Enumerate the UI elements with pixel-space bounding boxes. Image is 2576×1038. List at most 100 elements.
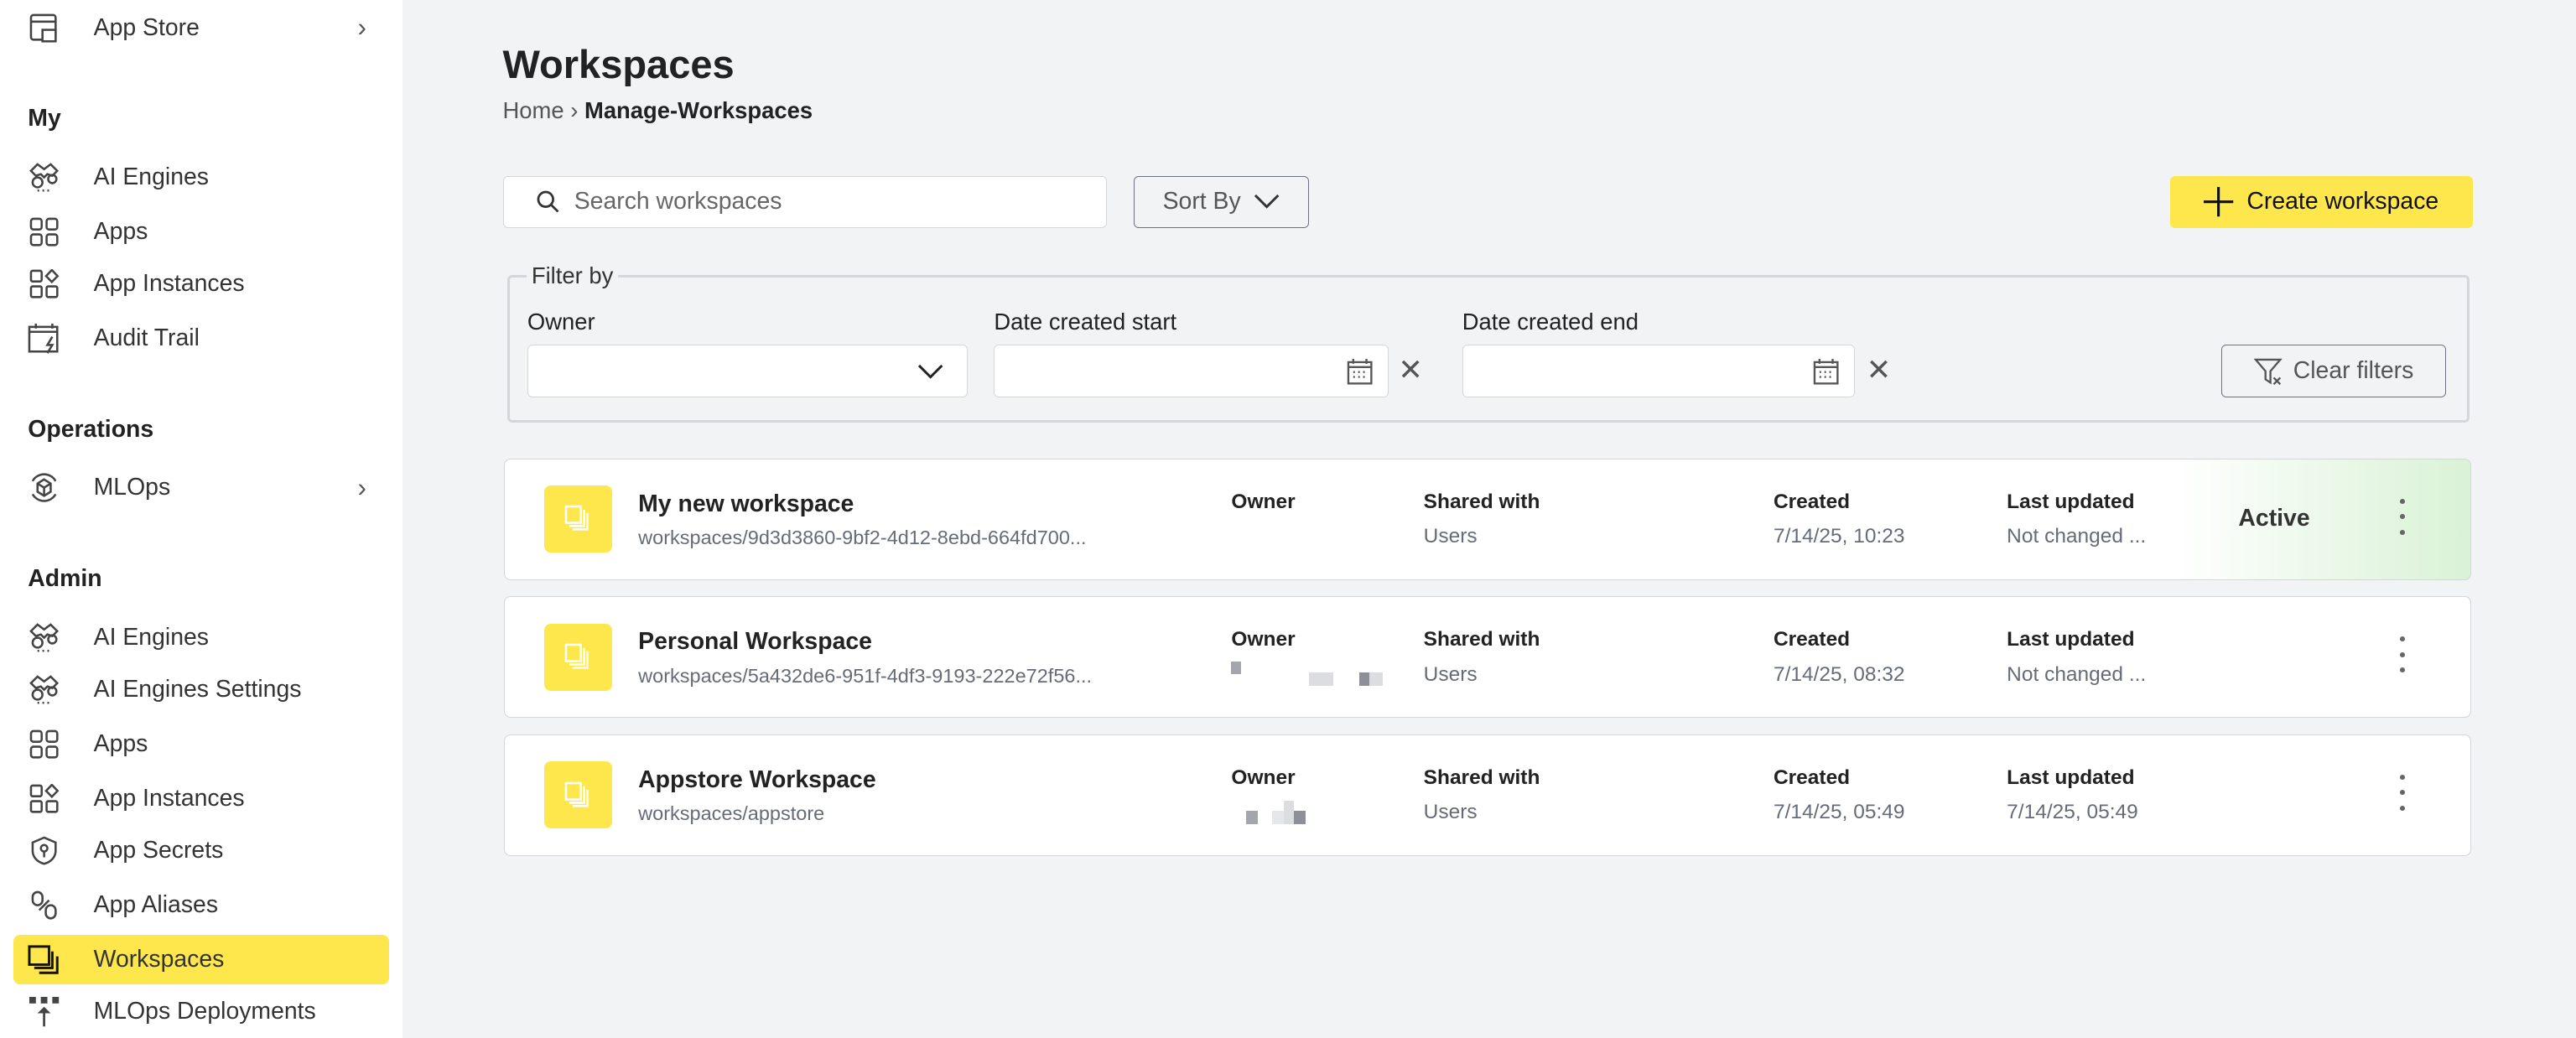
owner-label: Owner [527,309,595,335]
created-value: 7/14/25, 05:49 [1773,801,1905,824]
sidebar-item-mlops-deployments[interactable]: MLOps Deployments [13,987,390,1036]
search-input[interactable]: Search workspaces [502,175,1108,229]
sidebar-item-label: App Secrets [93,837,224,864]
sidebar-item-apps[interactable]: Apps [13,207,390,257]
plus-icon [2204,187,2234,217]
more-options-icon[interactable] [2395,774,2412,817]
sidebar-item-app-store[interactable]: App Store › [13,3,390,53]
chevron-right-icon: › [570,96,584,123]
workspace-name[interactable]: Personal Workspace [638,628,872,656]
workspace-name[interactable]: Appstore Workspace [638,766,876,793]
create-label: Create workspace [2246,188,2439,215]
clear-start-date-icon[interactable]: ✕ [1398,354,1423,387]
sidebar-item-workspaces[interactable]: Workspaces [13,934,390,984]
sidebar-item-app-secrets[interactable]: App Secrets [13,826,390,875]
clear-end-date-icon[interactable]: ✕ [1866,354,1892,387]
owner-select[interactable] [527,345,968,398]
more-options-icon[interactable] [2395,498,2412,542]
sidebar-item-app-aliases[interactable]: App Aliases [13,880,390,930]
sidebar-item-label: App Store [93,13,200,41]
sidebar-item-label: AI Engines [93,163,209,191]
sidebar-item-mlops[interactable]: MLOps › [13,463,390,512]
owner-avatar-redacted [1272,810,1286,824]
chevron-down-icon [1254,194,1280,210]
created-header: Created [1773,628,1851,651]
breadcrumb-home[interactable]: Home [502,96,564,123]
sidebar-section-heading: My [28,105,61,132]
sidebar-item-app-instances[interactable]: App Instances [13,260,390,309]
sidebar-item-label: App Aliases [93,891,219,918]
apps-grid-icon [26,726,62,762]
calendar-icon[interactable] [1347,359,1373,385]
create-workspace-button[interactable]: Create workspace [2170,175,2473,229]
sidebar-item-app-instances[interactable]: App Instances [13,774,390,823]
owner-avatar-redacted [1359,672,1369,686]
sidebar-item-audit-trail[interactable]: Audit Trail [13,314,390,363]
owner-avatar-redacted [1284,801,1294,824]
filter-clear-icon [2253,356,2283,386]
date-end-input[interactable] [1462,345,1855,398]
date-start-label: Date created start [994,309,1177,335]
last-updated-value: Not changed ... [2007,524,2147,548]
last-updated-value: 7/14/25, 05:49 [2007,801,2138,824]
workspace-icon [544,623,612,691]
search-icon [537,190,559,213]
owner-avatar-redacted [1308,672,1333,686]
owner-avatar-redacted [1246,810,1258,824]
search-placeholder: Search workspaces [574,188,782,215]
sidebar: App Store › My AI Engines Apps App Instance… [0,0,402,1038]
owner-header: Owner [1231,766,1296,789]
chevron-down-icon [917,364,943,381]
shared-with-value: Users [1423,662,1478,686]
sidebar-item-label: App Instances [93,784,245,812]
shared-with-value: Users [1423,524,1478,548]
chevron-right-icon: › [357,472,366,502]
owner-avatar-redacted [1369,672,1383,686]
sidebar-item-label: AI Engines Settings [93,676,302,703]
sidebar-section-heading: Operations [28,415,154,443]
date-start-input[interactable] [994,345,1389,398]
clear-filters-button[interactable]: Clear filters [2220,345,2447,398]
clear-filters-label: Clear filters [2293,357,2414,385]
sidebar-item-label: Workspaces [93,945,225,973]
workspace-name[interactable]: My new workspace [638,490,854,517]
workspace-path: workspaces/9d3d3860-9bf2-4d12-8ebd-664fd… [638,526,1087,548]
created-value: 7/14/25, 08:32 [1773,662,1905,686]
page-title: Workspaces [502,41,735,86]
calendar-icon[interactable] [1813,359,1839,385]
sidebar-item-label: Apps [93,217,148,245]
sidebar-item-label: AI Engines [93,623,209,651]
owner-avatar-redacted [1293,810,1306,824]
workspace-row[interactable]: Personal Workspace workspaces/5a432de6-9… [504,596,2471,719]
sidebar-item-label: Audit Trail [93,324,200,352]
date-end-label: Date created end [1462,309,1639,335]
ai-engines-settings-icon [26,672,62,708]
sort-by-button[interactable]: Sort By [1133,175,1310,229]
workspace-row[interactable]: Appstore Workspace workspaces/appstore O… [504,734,2471,856]
sidebar-item-apps[interactable]: Apps [13,719,390,769]
sort-label: Sort By [1162,188,1241,215]
more-options-icon[interactable] [2395,636,2412,679]
link-icon [26,887,62,923]
breadcrumb-current: Manage-Workspaces [584,96,813,123]
sidebar-item-ai-engines[interactable]: AI Engines [13,613,390,662]
chevron-right-icon: › [357,13,366,43]
sidebar-item-ai-engines[interactable]: AI Engines [13,153,390,202]
app-instances-icon [26,266,62,302]
shared-with-header: Shared with [1423,628,1540,651]
mlops-icon [26,470,62,506]
ai-engines-icon [26,620,62,656]
filter-panel: Filter by [507,262,2470,423]
shared-with-value: Users [1423,801,1478,824]
workspace-icon [544,761,612,829]
created-value: 7/14/25, 10:23 [1773,524,1905,548]
deployments-icon [26,994,62,1030]
created-header: Created [1773,490,1851,513]
workspace-row[interactable]: My new workspace workspaces/9d3d3860-9bf… [504,458,2471,580]
last-updated-value: Not changed ... [2007,662,2147,686]
sidebar-item-label: App Instances [93,270,245,298]
audit-trail-icon [26,320,62,356]
shield-key-icon [26,833,62,869]
sidebar-item-ai-engines-settings[interactable]: AI Engines Settings [13,665,390,714]
owner-header: Owner [1231,628,1296,651]
